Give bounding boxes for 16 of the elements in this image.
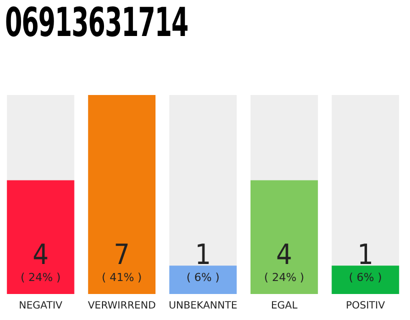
- x-tick-label: POSITIV: [346, 300, 386, 312]
- x-tick-label: VERWIRREND: [88, 300, 156, 312]
- data-label: 7: [114, 238, 130, 271]
- data-label: 4: [276, 238, 292, 271]
- data-label: 1: [357, 238, 374, 271]
- x-tick-label: NEGATIV: [18, 300, 63, 312]
- annotation: ( 24% ): [264, 271, 304, 284]
- data-label: 4: [32, 238, 49, 271]
- annotation: ( 24% ): [20, 271, 61, 284]
- data-label: 1: [194, 238, 212, 271]
- x-tick-label: UNBEKANNTE: [168, 300, 238, 312]
- annotation: ( 6% ): [186, 271, 220, 284]
- annotation: ( 41% ): [102, 271, 142, 284]
- annotation: ( 6% ): [348, 271, 382, 284]
- x-tick-label: EGAL: [270, 300, 298, 312]
- chart-title: 06913631714: [5, 0, 188, 46]
